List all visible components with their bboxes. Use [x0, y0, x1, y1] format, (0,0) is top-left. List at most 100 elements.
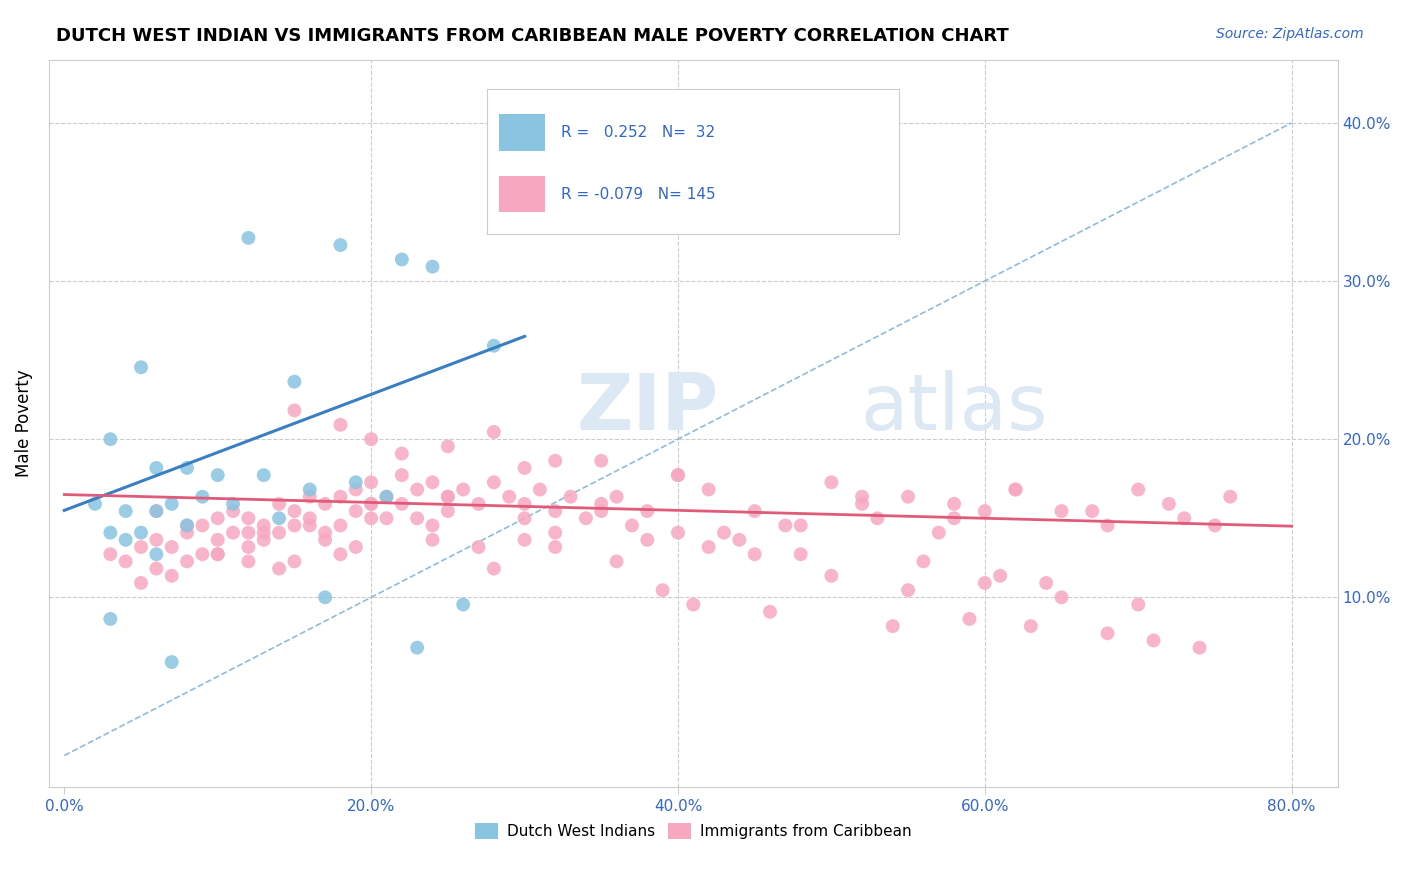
- Dutch West Indians: [98, 525, 121, 540]
- Immigrants from Caribbean: [375, 511, 398, 525]
- Dutch West Indians: [344, 475, 367, 490]
- Immigrants from Caribbean: [207, 533, 229, 547]
- Dutch West Indians: [145, 461, 167, 475]
- Dutch West Indians: [238, 231, 260, 245]
- Immigrants from Caribbean: [666, 525, 689, 540]
- Immigrants from Caribbean: [391, 497, 413, 511]
- Immigrants from Caribbean: [222, 504, 245, 518]
- Immigrants from Caribbean: [636, 504, 658, 518]
- Immigrants from Caribbean: [422, 518, 444, 533]
- Immigrants from Caribbean: [1204, 518, 1226, 533]
- Immigrants from Caribbean: [959, 612, 981, 626]
- Immigrants from Caribbean: [666, 468, 689, 483]
- Dutch West Indians: [160, 655, 183, 669]
- Immigrants from Caribbean: [269, 525, 291, 540]
- Immigrants from Caribbean: [620, 518, 643, 533]
- Immigrants from Caribbean: [437, 439, 460, 453]
- Immigrants from Caribbean: [1128, 483, 1150, 497]
- Immigrants from Caribbean: [820, 568, 842, 582]
- Immigrants from Caribbean: [207, 547, 229, 561]
- Text: Source: ZipAtlas.com: Source: ZipAtlas.com: [1216, 27, 1364, 41]
- Immigrants from Caribbean: [544, 525, 567, 540]
- Dutch West Indians: [451, 598, 474, 612]
- Immigrants from Caribbean: [145, 533, 167, 547]
- Immigrants from Caribbean: [851, 497, 873, 511]
- Immigrants from Caribbean: [360, 497, 382, 511]
- Y-axis label: Male Poverty: Male Poverty: [15, 369, 32, 477]
- Immigrants from Caribbean: [1157, 497, 1180, 511]
- Dutch West Indians: [406, 640, 429, 655]
- Immigrants from Caribbean: [207, 547, 229, 561]
- Dutch West Indians: [482, 339, 505, 353]
- Immigrants from Caribbean: [406, 483, 429, 497]
- Dutch West Indians: [114, 504, 136, 518]
- Dutch West Indians: [98, 432, 121, 446]
- Immigrants from Caribbean: [329, 417, 352, 432]
- Immigrants from Caribbean: [1004, 483, 1026, 497]
- Immigrants from Caribbean: [682, 598, 704, 612]
- Immigrants from Caribbean: [360, 475, 382, 490]
- Immigrants from Caribbean: [482, 425, 505, 439]
- Immigrants from Caribbean: [145, 504, 167, 518]
- Immigrants from Caribbean: [314, 525, 336, 540]
- Dutch West Indians: [129, 360, 152, 375]
- Immigrants from Caribbean: [713, 525, 735, 540]
- Immigrants from Caribbean: [176, 525, 198, 540]
- Immigrants from Caribbean: [238, 554, 260, 568]
- Immigrants from Caribbean: [269, 561, 291, 575]
- Dutch West Indians: [375, 490, 398, 504]
- Immigrants from Caribbean: [943, 511, 966, 525]
- Text: DUTCH WEST INDIAN VS IMMIGRANTS FROM CARIBBEAN MALE POVERTY CORRELATION CHART: DUTCH WEST INDIAN VS IMMIGRANTS FROM CAR…: [56, 27, 1010, 45]
- Immigrants from Caribbean: [191, 547, 214, 561]
- Immigrants from Caribbean: [973, 576, 995, 591]
- Immigrants from Caribbean: [1219, 490, 1241, 504]
- Dutch West Indians: [145, 547, 167, 561]
- Dutch West Indians: [253, 468, 276, 483]
- Immigrants from Caribbean: [406, 511, 429, 525]
- Immigrants from Caribbean: [544, 540, 567, 554]
- Immigrants from Caribbean: [1188, 640, 1211, 655]
- Immigrants from Caribbean: [482, 475, 505, 490]
- Immigrants from Caribbean: [1081, 504, 1104, 518]
- Immigrants from Caribbean: [513, 497, 536, 511]
- Immigrants from Caribbean: [467, 497, 489, 511]
- Dutch West Indians: [191, 490, 214, 504]
- Immigrants from Caribbean: [775, 518, 797, 533]
- Immigrants from Caribbean: [851, 490, 873, 504]
- Immigrants from Caribbean: [1019, 619, 1042, 633]
- Dutch West Indians: [176, 518, 198, 533]
- Immigrants from Caribbean: [467, 540, 489, 554]
- Legend: Dutch West Indians, Immigrants from Caribbean: Dutch West Indians, Immigrants from Cari…: [470, 817, 918, 845]
- Immigrants from Caribbean: [437, 504, 460, 518]
- Immigrants from Caribbean: [129, 576, 152, 591]
- Dutch West Indians: [422, 260, 444, 274]
- Immigrants from Caribbean: [375, 490, 398, 504]
- Immigrants from Caribbean: [253, 525, 276, 540]
- Immigrants from Caribbean: [283, 403, 305, 417]
- Immigrants from Caribbean: [1035, 576, 1057, 591]
- Dutch West Indians: [298, 483, 321, 497]
- Immigrants from Caribbean: [943, 497, 966, 511]
- Immigrants from Caribbean: [636, 533, 658, 547]
- Immigrants from Caribbean: [238, 511, 260, 525]
- Immigrants from Caribbean: [360, 497, 382, 511]
- Immigrants from Caribbean: [360, 432, 382, 446]
- Immigrants from Caribbean: [1097, 626, 1119, 640]
- Immigrants from Caribbean: [1142, 633, 1164, 648]
- Immigrants from Caribbean: [360, 511, 382, 525]
- Dutch West Indians: [269, 511, 291, 525]
- Immigrants from Caribbean: [329, 490, 352, 504]
- Immigrants from Caribbean: [253, 533, 276, 547]
- Immigrants from Caribbean: [1050, 591, 1073, 605]
- Dutch West Indians: [160, 497, 183, 511]
- Immigrants from Caribbean: [344, 504, 367, 518]
- Immigrants from Caribbean: [591, 497, 613, 511]
- Dutch West Indians: [84, 497, 107, 511]
- Immigrants from Caribbean: [160, 568, 183, 582]
- Dutch West Indians: [329, 238, 352, 252]
- Immigrants from Caribbean: [560, 490, 582, 504]
- Immigrants from Caribbean: [820, 475, 842, 490]
- Dutch West Indians: [283, 375, 305, 389]
- Immigrants from Caribbean: [1173, 511, 1195, 525]
- Immigrants from Caribbean: [912, 554, 935, 568]
